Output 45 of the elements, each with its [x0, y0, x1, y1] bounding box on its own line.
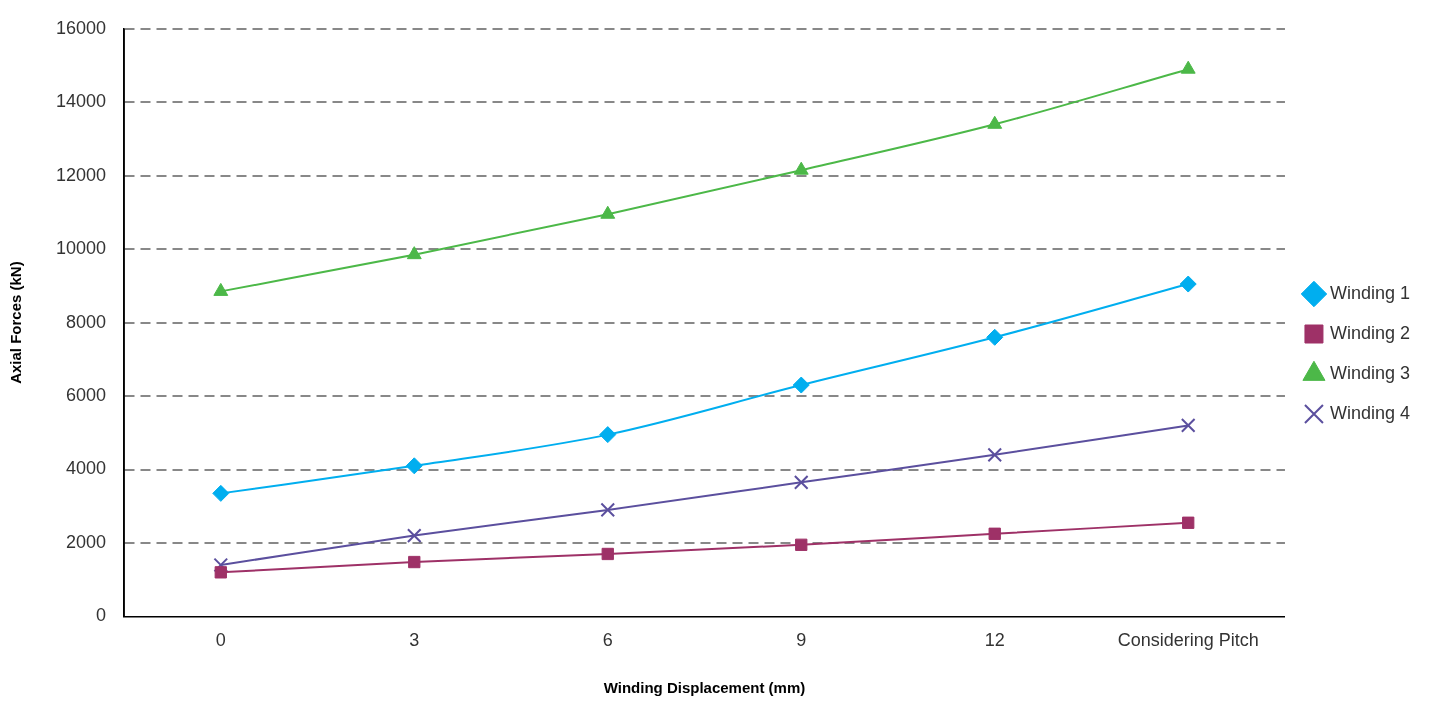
point	[1179, 275, 1197, 293]
y-tick-label: 16000	[55, 17, 107, 38]
x-tick-label: 0	[215, 630, 226, 651]
y-tick-label: 14000	[55, 91, 107, 112]
point	[987, 115, 1003, 129]
point	[600, 502, 616, 518]
legend-label: Winding 4	[1329, 402, 1410, 423]
point	[986, 328, 1004, 346]
point	[1182, 516, 1195, 529]
point	[600, 205, 616, 219]
y-tick-label: 12000	[55, 164, 107, 185]
x-tick-label: 12	[984, 630, 1005, 651]
point	[988, 527, 1001, 540]
point	[214, 566, 227, 579]
point	[793, 474, 809, 490]
x-tick-label: 9	[796, 630, 807, 651]
point	[792, 376, 810, 394]
point	[406, 528, 422, 543]
point	[793, 161, 809, 175]
x-tick-label: 3	[409, 630, 420, 651]
legend-label: Winding 2	[1329, 322, 1410, 343]
y-tick-label: 8000	[66, 311, 107, 332]
point	[795, 538, 808, 551]
y-axis-title: Axial Forces (kN)	[7, 261, 25, 384]
point	[599, 426, 617, 444]
point	[213, 557, 229, 573]
x-axis-title: Winding Displacement (mm)	[603, 679, 806, 697]
point	[1180, 418, 1196, 433]
y-tick-label: 10000	[55, 238, 107, 259]
point	[1180, 60, 1196, 74]
legend-label: Winding 1	[1329, 282, 1410, 303]
point	[987, 447, 1003, 463]
y-tick-label: 0	[96, 605, 107, 626]
legend-label: Winding 3	[1329, 362, 1410, 383]
point	[213, 282, 229, 296]
y-tick-label: 4000	[66, 458, 107, 479]
point	[406, 246, 422, 260]
point	[408, 555, 421, 569]
y-tick-label: 6000	[66, 385, 107, 406]
point	[212, 484, 230, 502]
y-tick-label: 2000	[66, 531, 107, 552]
x-tick-label: Considering Pitch	[1117, 630, 1259, 651]
x-tick-label: 6	[602, 630, 613, 651]
point	[601, 547, 614, 561]
point	[405, 457, 423, 475]
